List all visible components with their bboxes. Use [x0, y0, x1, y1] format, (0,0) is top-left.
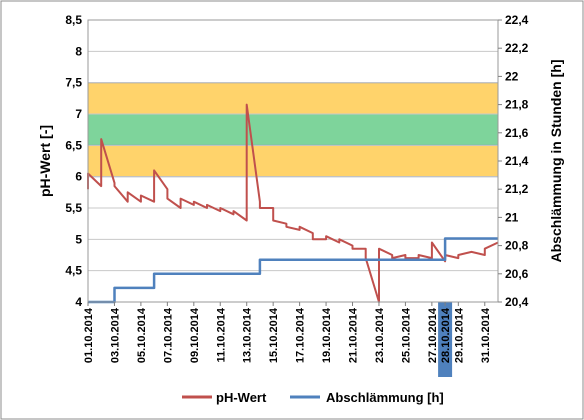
x-tick-label: 11.10.2014 [215, 307, 227, 362]
x-tick-label: 21.10.2014 [348, 307, 360, 363]
highlight-layer [438, 302, 453, 377]
reference-bands [87, 82, 499, 178]
y2-tick-label: 22,4 [505, 13, 529, 27]
highlighted-tick-marker [438, 302, 453, 377]
y-tick-label: 8,5 [65, 13, 82, 27]
y-tick-label: 6,5 [65, 138, 82, 152]
y-tick-label: 5,5 [65, 201, 82, 215]
x-tick-label: 07.10.2014 [162, 307, 174, 363]
x-tick-label: 17.10.2014 [295, 307, 307, 363]
x-tick-label: 19.10.2014 [321, 307, 333, 363]
x-axis: 01.10.2014 03.10.2014 05.10.2014 07.10.2014… [83, 302, 492, 363]
x-tick-label: 29.10.2014 [453, 307, 465, 363]
x-tick-label: 03.10.2014 [109, 307, 121, 363]
y2-tick-label: 22 [505, 69, 519, 83]
y-tick-label: 8 [75, 44, 82, 58]
y-axis-right: 22,4 22,2 22 21,8 21,6 21,4 21,2 21 20,8 20,6 20,4 [498, 13, 529, 309]
y-tick-label: 5 [75, 232, 82, 246]
y-tick-label: 6 [75, 170, 82, 184]
legend: pH-Wert Abschlämmung [h] [182, 390, 444, 405]
y-tick-label: 4,5 [65, 264, 82, 278]
y-axis-label-right: Abschlämmung in Stunden [h] [548, 60, 564, 263]
legend-label-abschlaemmung: Abschlämmung [h] [326, 390, 444, 405]
y2-tick-label: 21,6 [505, 126, 529, 140]
legend-label-ph: pH-Wert [216, 390, 267, 405]
x-tick-label: 28.10.2014 [440, 307, 452, 363]
x-tick-label: 13.10.2014 [242, 307, 254, 363]
y-tick-label: 7 [75, 107, 82, 121]
y-tick-label: 7,5 [65, 76, 82, 90]
x-tick-label: 15.10.2014 [268, 307, 280, 363]
y2-tick-label: 20,8 [505, 239, 529, 253]
x-tick-label: 27.10.2014 [427, 307, 439, 363]
series-line-1 [88, 237, 498, 304]
y2-tick-label: 20,6 [505, 267, 529, 281]
x-tick-label: 01.10.2014 [83, 307, 95, 363]
y2-tick-label: 21,8 [505, 98, 529, 112]
y-axis-label-left: pH-Wert [-] [37, 125, 53, 197]
y-axis-left: 8,5 8 7,5 7 6,5 6 5,5 5 4,5 4 [65, 13, 82, 309]
x-tick-label: 31.10.2014 [480, 307, 492, 363]
x-tick-label: 23.10.2014 [374, 307, 386, 363]
y2-tick-label: 22,2 [505, 41, 529, 55]
y-tick-label: 4 [75, 295, 82, 309]
y2-tick-label: 21,2 [505, 182, 529, 196]
series-line-0 [87, 103, 499, 303]
x-tick-label: 05.10.2014 [136, 307, 148, 363]
y2-tick-label: 21,4 [505, 154, 529, 168]
series-layer [87, 103, 499, 304]
y2-tick-label: 21 [505, 210, 519, 224]
band-1 [87, 113, 499, 146]
y2-tick-label: 20,4 [505, 295, 529, 309]
x-tick-label: 25.10.2014 [400, 307, 412, 363]
x-tick-label: 09.10.2014 [189, 307, 201, 363]
